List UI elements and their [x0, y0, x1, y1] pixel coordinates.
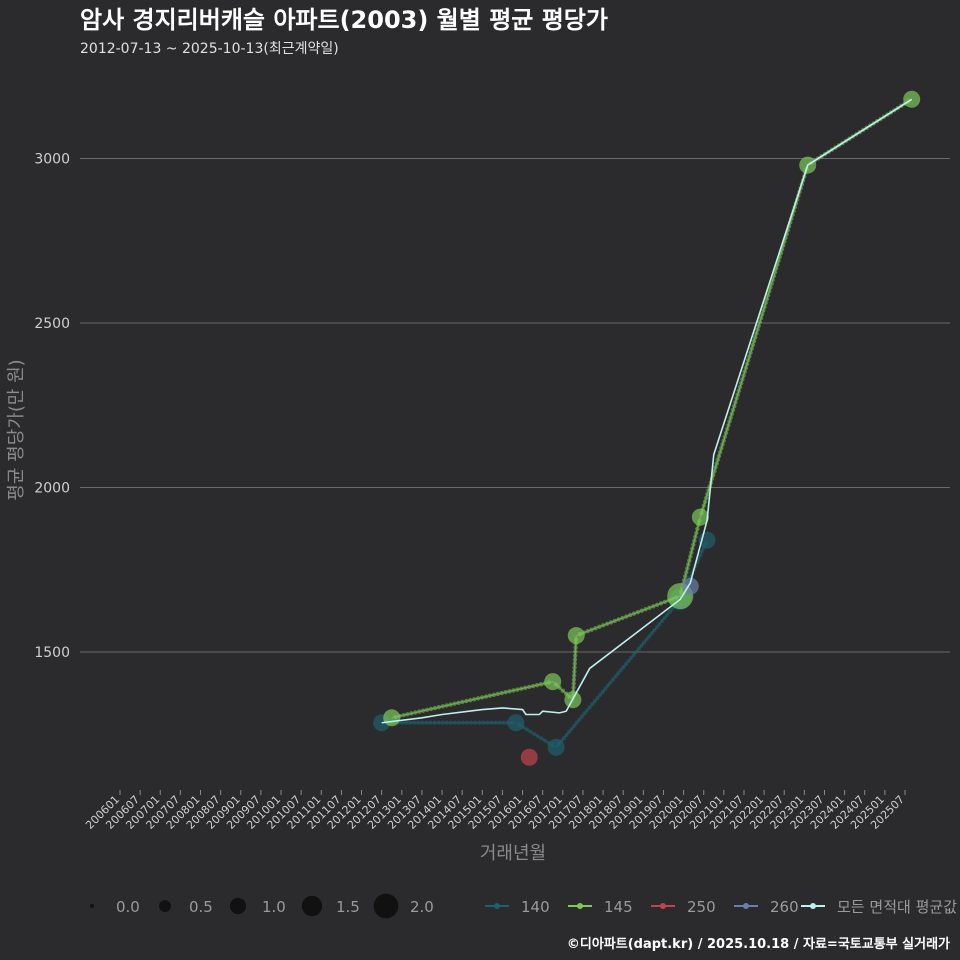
x-axis-ticks: 2006012006072007012007072008012008072009…	[83, 790, 907, 832]
average-line	[381, 98, 913, 724]
y-axis-ticks: 1500 2000 2500 3000	[34, 152, 70, 662]
chart-title: 암사 경지리버캐슬 아파트(2003) 월별 평균 평당가	[80, 6, 608, 34]
series-145-point	[383, 709, 401, 727]
legend-swatch-dot	[577, 903, 583, 909]
series-250-point	[520, 748, 538, 766]
y-tick-label: 2000	[34, 481, 70, 497]
size-legend-label: 0.0	[116, 898, 140, 916]
series-145-point	[691, 508, 709, 526]
y-tick-label: 1500	[34, 645, 70, 661]
size-legend-label: 1.5	[336, 898, 360, 916]
size-legend-label: 0.5	[189, 898, 213, 916]
y-tick-label: 3000	[34, 152, 70, 168]
size-legend-dot	[90, 904, 94, 908]
size-legend-label: 1.0	[262, 898, 286, 916]
legend-swatch-dot	[810, 903, 816, 909]
size-legend-dot	[159, 900, 171, 912]
series-140-point	[507, 714, 525, 732]
x-axis-title: 거래년월	[480, 843, 546, 864]
series-legend-label: 140	[521, 898, 550, 916]
grid	[80, 158, 950, 653]
series-legend-label: 260	[770, 898, 799, 916]
series-140-point	[547, 738, 565, 756]
series-145-point	[544, 673, 562, 691]
size-legend-dot	[229, 897, 247, 915]
series-145-line	[391, 98, 913, 719]
series-legend-label: 145	[604, 898, 633, 916]
legend-swatch-dot	[494, 903, 500, 909]
series-legend-label: 250	[687, 898, 716, 916]
series-145-point	[567, 627, 585, 645]
size-legend-dot	[301, 895, 323, 917]
y-tick-label: 2500	[34, 316, 70, 332]
footer-credit: ©디아파트(dapt.kr) / 2025.10.18 / 자료=국토교통부 실…	[567, 936, 950, 952]
size-legend-dot	[373, 893, 399, 919]
legend: 0.0 0.5 1.0 1.5 2.0 140 145 250 260 모든 면적대 평균값	[90, 893, 957, 919]
series-layer	[373, 90, 921, 766]
legend-swatch-dot	[743, 903, 749, 909]
y-axis-title: 평균 평당가(만 원)	[6, 359, 27, 500]
size-legend-label: 2.0	[410, 898, 434, 916]
chart-subtitle: 2012-07-13 ~ 2025-10-13(최근계약일)	[80, 41, 339, 57]
average-legend-label: 모든 면적대 평균값	[837, 898, 957, 916]
legend-swatch-dot	[660, 903, 666, 909]
